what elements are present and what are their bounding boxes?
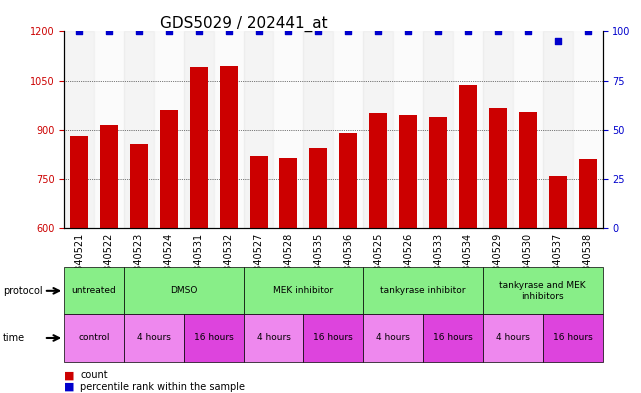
Point	[493, 28, 503, 35]
Point	[163, 28, 174, 35]
Point	[194, 28, 204, 35]
Text: ■: ■	[64, 382, 74, 392]
Point	[373, 28, 383, 35]
Bar	[369, 113, 387, 228]
Point	[104, 28, 114, 35]
Bar	[429, 117, 447, 228]
Point	[134, 28, 144, 35]
Bar	[459, 86, 477, 228]
Point	[522, 28, 533, 35]
Text: 4 hours: 4 hours	[376, 334, 410, 342]
Bar	[453, 31, 483, 228]
Text: 16 hours: 16 hours	[194, 334, 233, 342]
Point	[403, 28, 413, 35]
Text: time: time	[3, 333, 26, 343]
Bar	[513, 31, 543, 228]
Text: DMSO: DMSO	[170, 286, 197, 295]
Text: tankyrase inhibitor: tankyrase inhibitor	[380, 286, 466, 295]
Bar	[184, 31, 213, 228]
Bar	[303, 31, 333, 228]
Bar	[244, 31, 274, 228]
Bar	[190, 68, 208, 228]
Bar	[579, 159, 597, 228]
Bar	[160, 110, 178, 228]
Text: tankyrase and MEK
inhibitors: tankyrase and MEK inhibitors	[499, 281, 586, 301]
Bar	[94, 31, 124, 228]
Bar	[483, 31, 513, 228]
Bar	[154, 31, 184, 228]
Bar	[124, 31, 154, 228]
Text: MEK inhibitor: MEK inhibitor	[273, 286, 333, 295]
Text: percentile rank within the sample: percentile rank within the sample	[80, 382, 245, 392]
Bar	[399, 115, 417, 228]
Bar	[213, 31, 244, 228]
Bar	[333, 31, 363, 228]
Point	[224, 28, 234, 35]
Bar	[274, 31, 303, 228]
Bar	[130, 144, 148, 228]
Text: ■: ■	[64, 370, 74, 380]
Bar	[220, 66, 238, 228]
Bar	[64, 31, 94, 228]
Bar	[100, 125, 118, 228]
Text: count: count	[80, 370, 108, 380]
Bar	[423, 31, 453, 228]
Point	[343, 28, 353, 35]
Point	[583, 28, 593, 35]
Point	[553, 38, 563, 44]
Text: 16 hours: 16 hours	[553, 334, 592, 342]
Text: GDS5029 / 202441_at: GDS5029 / 202441_at	[160, 16, 328, 32]
Text: control: control	[78, 334, 110, 342]
Text: 16 hours: 16 hours	[313, 334, 353, 342]
Bar	[393, 31, 423, 228]
Point	[313, 28, 324, 35]
Text: 16 hours: 16 hours	[433, 334, 473, 342]
Bar	[279, 158, 297, 228]
Bar	[249, 156, 267, 228]
Bar	[543, 31, 572, 228]
Bar	[310, 148, 328, 228]
Bar	[489, 108, 507, 228]
Bar	[363, 31, 393, 228]
Bar	[339, 133, 357, 228]
Text: untreated: untreated	[72, 286, 117, 295]
Bar	[572, 31, 603, 228]
Text: protocol: protocol	[3, 286, 43, 296]
Text: 4 hours: 4 hours	[256, 334, 290, 342]
Point	[283, 28, 294, 35]
Point	[253, 28, 263, 35]
Text: 4 hours: 4 hours	[137, 334, 171, 342]
Bar	[519, 112, 537, 228]
Point	[463, 28, 473, 35]
Point	[74, 28, 84, 35]
Text: 4 hours: 4 hours	[496, 334, 529, 342]
Bar	[70, 136, 88, 228]
Bar	[549, 176, 567, 228]
Point	[433, 28, 443, 35]
